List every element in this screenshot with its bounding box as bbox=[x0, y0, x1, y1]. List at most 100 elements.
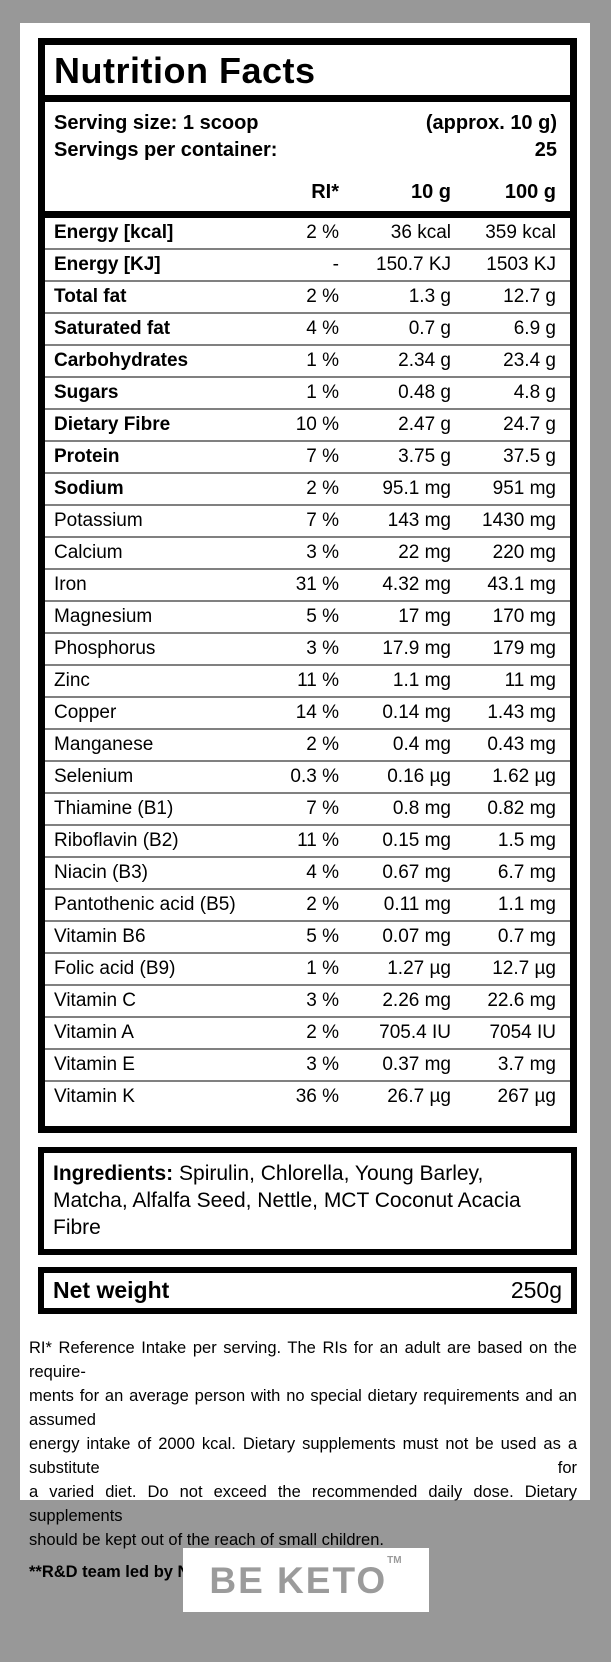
nutrient-cell: 11 % bbox=[297, 830, 339, 851]
nutrient-row: Sugars 1 % 0.48 g 4.8 g bbox=[45, 376, 570, 408]
nutrient-cell: Saturated fat bbox=[54, 318, 171, 339]
servings-value: 25 bbox=[534, 139, 557, 161]
nutrient-cell: 0.14 mg bbox=[382, 702, 451, 723]
nutrient-cell: 2.26 mg bbox=[382, 990, 451, 1011]
net-weight-label: Net weight bbox=[53, 1277, 170, 1303]
footnote-line: should be kept out of the reach of small… bbox=[29, 1531, 384, 1549]
nutrient-cell: 36 % bbox=[295, 1086, 339, 1107]
nutrient-cell: 4 % bbox=[306, 318, 339, 339]
nutrient-cell: 150.7 KJ bbox=[376, 254, 451, 275]
nutrient-cell: Pantothenic acid (B5) bbox=[54, 894, 236, 915]
nutrient-cell: 0.48 g bbox=[398, 382, 451, 403]
nutrient-table: Energy [kcal] 2 % 36 kcal 359 kcal Energy [K… bbox=[45, 218, 570, 1126]
serving-size-label: Serving size: 1 scoop bbox=[54, 112, 259, 134]
nutrient-cell: Calcium bbox=[54, 542, 123, 563]
net-weight-panel: Net weight 250g bbox=[38, 1267, 577, 1314]
nutrient-cell: 10 % bbox=[295, 414, 339, 435]
nutrient-cell: Niacin (B3) bbox=[54, 862, 148, 883]
column-header-10g: 10 g bbox=[410, 181, 451, 203]
nutrient-cell: Sodium bbox=[54, 478, 124, 499]
serving-size-row: Serving size: 1 scoop (approx. 10 g) bbox=[45, 102, 570, 137]
footnote-line: a varied diet. Do not exceed the recomme… bbox=[29, 1483, 577, 1525]
nutrient-cell: 4 % bbox=[306, 862, 339, 883]
nutrient-cell: Thiamine (B1) bbox=[54, 798, 174, 819]
nutrient-cell: 37.5 g bbox=[503, 446, 556, 467]
nutrient-row: Manganese 2 % 0.4 mg 0.43 mg bbox=[45, 728, 570, 760]
nutrient-row: Energy [kcal] 2 % 36 kcal 359 kcal bbox=[45, 218, 570, 248]
nutrient-cell: 3 % bbox=[306, 542, 339, 563]
nutrient-cell: Vitamin B6 bbox=[54, 926, 146, 947]
nutrient-cell: 2 % bbox=[306, 222, 339, 243]
nutrient-cell: 4.8 g bbox=[513, 382, 556, 403]
nutrient-cell: 3.7 mg bbox=[497, 1054, 556, 1075]
nutrient-cell: 359 kcal bbox=[485, 222, 556, 243]
nutrient-cell: 1 % bbox=[306, 350, 339, 371]
nutrient-cell: 0.4 mg bbox=[392, 734, 451, 755]
nutrient-cell: 2.47 g bbox=[398, 414, 451, 435]
nutrient-cell: 5 % bbox=[306, 606, 339, 627]
nutrient-cell: 0.8 mg bbox=[392, 798, 451, 819]
nutrient-cell: Energy [KJ] bbox=[54, 254, 161, 275]
nutrient-cell: 17 mg bbox=[398, 606, 451, 627]
nutrient-cell: 7 % bbox=[306, 510, 339, 531]
nutrient-row: Vitamin E 3 % 0.37 mg 3.7 mg bbox=[45, 1048, 570, 1080]
nutrient-cell: 7 % bbox=[306, 798, 339, 819]
nutrient-cell: 2 % bbox=[306, 286, 339, 307]
nutrient-cell: Folic acid (B9) bbox=[54, 958, 176, 979]
nutrient-cell: 5 % bbox=[306, 926, 339, 947]
nutrient-cell: 22 mg bbox=[398, 542, 451, 563]
column-header-100g: 100 g bbox=[504, 181, 556, 203]
nutrient-cell: 0.07 mg bbox=[382, 926, 451, 947]
nutrient-cell: Iron bbox=[54, 574, 87, 595]
nutrient-cell: 12.7 µg bbox=[492, 958, 556, 979]
nutrient-cell: 31 % bbox=[295, 574, 339, 595]
nutrient-row: Phosphorus 3 % 17.9 mg 179 mg bbox=[45, 632, 570, 664]
nutrient-row: Energy [KJ] - 150.7 KJ 1503 KJ bbox=[45, 248, 570, 280]
nutrient-cell: 0.16 µg bbox=[387, 766, 451, 787]
nutrient-cell: Sugars bbox=[54, 382, 119, 403]
nutrient-cell: 1503 KJ bbox=[486, 254, 556, 275]
nutrition-facts-panel: Nutrition Facts Serving size: 1 scoop (a… bbox=[38, 38, 577, 1133]
nutrient-cell: 23.4 g bbox=[503, 350, 556, 371]
nutrient-cell: 26.7 µg bbox=[387, 1086, 451, 1107]
nutrient-cell: 0.11 mg bbox=[383, 894, 451, 915]
nutrient-cell: 267 µg bbox=[497, 1086, 557, 1107]
nutrient-cell: 0.82 mg bbox=[487, 798, 556, 819]
nutrient-cell: 17.9 mg bbox=[382, 638, 451, 659]
nutrient-cell: Phosphorus bbox=[54, 638, 156, 659]
nutrient-cell: Zinc bbox=[54, 670, 90, 691]
beketo-logo-text: BE KETO bbox=[209, 1559, 388, 1601]
header-divider bbox=[45, 211, 570, 218]
nutrient-cell: 0.37 mg bbox=[382, 1054, 451, 1075]
nutrient-cell: 4.32 mg bbox=[382, 574, 451, 595]
nutrient-cell: 22.6 mg bbox=[487, 990, 556, 1011]
nutrient-cell: 0.7 g bbox=[408, 318, 451, 339]
nutrient-row: Total fat 2 % 1.3 g 12.7 g bbox=[45, 280, 570, 312]
nutrient-cell: Manganese bbox=[54, 734, 154, 755]
nutrient-row: Copper 14 % 0.14 mg 1.43 mg bbox=[45, 696, 570, 728]
nutrient-cell: Selenium bbox=[54, 766, 134, 787]
nutrient-cell: 24.7 g bbox=[503, 414, 556, 435]
nutrient-cell: 7 % bbox=[306, 446, 339, 467]
nutrient-cell: 2 % bbox=[306, 734, 339, 755]
nutrient-cell: 1430 mg bbox=[482, 510, 556, 531]
nutrient-cell: Vitamin C bbox=[54, 990, 137, 1011]
nutrient-row: Vitamin K 36 % 26.7 µg 267 µg bbox=[45, 1080, 570, 1112]
nutrient-cell: Vitamin A bbox=[54, 1022, 134, 1043]
nutrient-cell: Energy [kcal] bbox=[54, 222, 174, 243]
nutrient-cell: 11 % bbox=[297, 670, 339, 691]
reference-intake-note: RI* Reference Intake per serving. The RI… bbox=[29, 1336, 577, 1552]
nutrient-row: Vitamin B6 5 % 0.07 mg 0.7 mg bbox=[45, 920, 570, 952]
nutrient-cell: 220 mg bbox=[492, 542, 556, 563]
nutrient-cell: Vitamin K bbox=[54, 1086, 135, 1107]
nutrient-row: Potassium 7 % 143 mg 1430 mg bbox=[45, 504, 570, 536]
nutrient-cell: 179 mg bbox=[492, 638, 556, 659]
nutrient-cell: 1.27 µg bbox=[387, 958, 451, 979]
nutrient-cell: Carbohydrates bbox=[54, 350, 189, 371]
nutrient-cell: 2 % bbox=[306, 478, 339, 499]
ingredients-panel: Ingredients: Spirulin, Chlorella, Young … bbox=[38, 1147, 577, 1255]
nutrient-row: Niacin (B3) 4 % 0.67 mg 6.7 mg bbox=[45, 856, 570, 888]
nutrient-cell: 3.75 g bbox=[398, 446, 451, 467]
nutrient-cell: 1.5 mg bbox=[497, 830, 556, 851]
nutrient-cell: 3 % bbox=[306, 638, 339, 659]
